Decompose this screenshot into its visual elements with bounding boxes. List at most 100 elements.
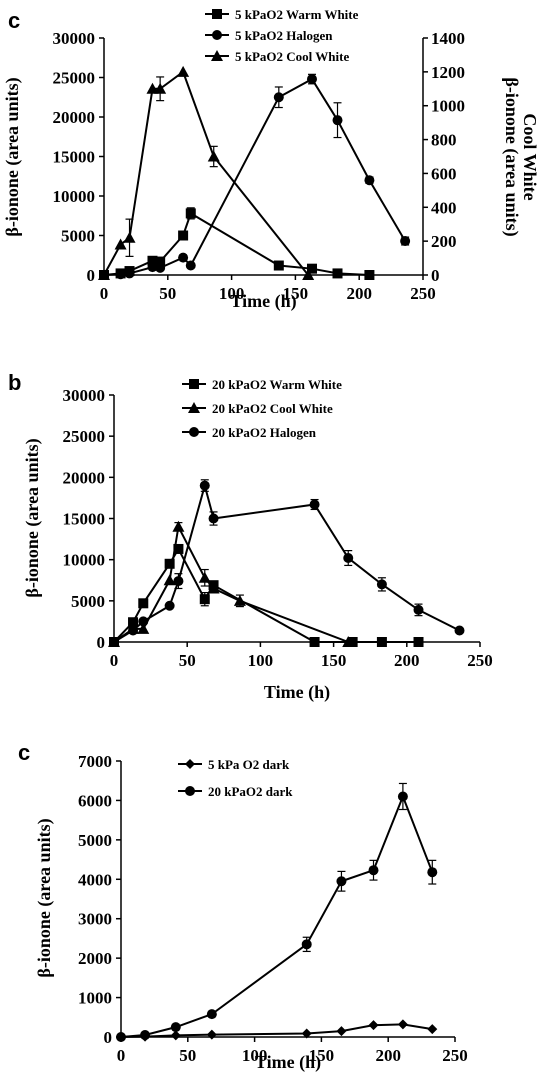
data-point: [154, 82, 167, 94]
chart-panel-3: c 0 50 100 150 200 250 0 1000 2000 3000 4000 5000 600…: [18, 740, 468, 1073]
data-point: [309, 637, 320, 647]
data-point: [208, 513, 219, 524]
data-point: [164, 600, 175, 611]
y2-tick-label: 200: [431, 232, 457, 251]
y2-tick-label: 400: [431, 198, 457, 217]
data-point: [206, 1029, 217, 1040]
panel-letter: b: [8, 370, 21, 395]
data-point: [164, 558, 175, 569]
y-tick-label: 20000: [53, 108, 96, 127]
y-tick-label: 7000: [78, 752, 112, 771]
x-axis-label: Time (h): [230, 291, 296, 312]
data-point: [137, 622, 150, 634]
y-tick-label: 30000: [63, 386, 106, 405]
data-point: [400, 236, 411, 247]
panel-letter: c: [8, 8, 20, 33]
data-point: [147, 255, 158, 266]
data-point: [336, 876, 347, 887]
y-tick-label: 3000: [78, 910, 112, 929]
y-tick-label: 0: [104, 1028, 113, 1047]
legend-label: 20 kPaO2 Warm White: [212, 377, 342, 392]
x-tick-label: 150: [321, 651, 347, 670]
chart-panel-1: c0 50 100 150 200 250050001000015000200002500…: [2, 6, 540, 312]
series-triangle: [98, 65, 315, 280]
x-axis-label: Time (h): [255, 1052, 321, 1073]
data-point: [332, 115, 343, 126]
series-line: [120, 793, 434, 1038]
data-point: [207, 150, 220, 162]
y-tick-label: 4000: [78, 870, 112, 889]
data-point: [172, 520, 185, 532]
legend-label: 20 kPaO2 Cool White: [212, 401, 333, 416]
data-point: [170, 1022, 181, 1033]
legend-marker: [189, 427, 199, 437]
y-tick-label: 25000: [53, 69, 96, 88]
series-square: [109, 543, 424, 647]
series-triangle: [108, 520, 355, 647]
y-tick-label: 0: [97, 633, 106, 652]
data-point: [427, 1024, 438, 1035]
y-tick-label: 15000: [63, 510, 106, 529]
data-point: [413, 604, 424, 615]
data-point: [376, 579, 387, 590]
data-point: [115, 269, 126, 280]
data-point: [306, 74, 317, 85]
x-tick-label: 100: [242, 1046, 268, 1065]
data-point: [128, 617, 139, 628]
data-point: [302, 269, 315, 280]
x-tick-label: 200: [394, 651, 420, 670]
data-point: [301, 1028, 312, 1039]
data-point: [146, 82, 159, 94]
legend-marker: [189, 379, 199, 389]
legend-background: [180, 375, 380, 457]
y2-axis-label-line2: Cool White: [520, 113, 540, 200]
x-tick-label: 0: [117, 1046, 126, 1065]
legend-label: 5 kPaO2 Cool White: [235, 49, 349, 64]
data-point: [140, 1030, 151, 1041]
data-point: [207, 582, 220, 594]
chart-panel-2: b 0 50 100 150 200 250 0 5000 10000 15000 20000 2500…: [8, 370, 493, 703]
panel-letter: c: [18, 740, 30, 765]
legend-label: 20 kPaO2 Halogen: [212, 425, 317, 440]
x-tick-label: 0: [100, 284, 109, 303]
series-line: [113, 546, 419, 643]
legend-label: 5 kPaO2 Warm White: [235, 7, 359, 22]
y2-tick-label: 1400: [431, 29, 465, 48]
series-line: [113, 523, 349, 643]
series-circle: [99, 73, 411, 280]
legend-label: 5 kPa O2 dark: [208, 757, 290, 772]
data-point: [206, 1009, 217, 1020]
x-tick-label: 250: [442, 1046, 468, 1065]
y2-tick-label: 1000: [431, 97, 465, 116]
data-point: [124, 268, 135, 279]
y-tick-label: 20000: [63, 468, 106, 487]
legend-marker: [212, 9, 222, 19]
data-point: [376, 637, 387, 647]
data-point: [155, 262, 166, 273]
data-point: [454, 625, 465, 636]
y-tick-label: 5000: [61, 227, 95, 246]
y-tick-label: 10000: [63, 551, 106, 570]
data-point: [178, 252, 189, 263]
data-point: [128, 625, 139, 636]
x-tick-label: 250: [467, 651, 493, 670]
y-tick-label: 10000: [53, 187, 96, 206]
y2-tick-label: 800: [431, 131, 457, 150]
series-circle: [109, 479, 465, 647]
legend-marker: [211, 50, 223, 61]
y-tick-label: 25000: [63, 427, 106, 446]
y-tick-label: 6000: [78, 791, 112, 810]
series-square: [99, 207, 375, 280]
y-tick-label: 5000: [71, 592, 105, 611]
x-tick-label: 200: [375, 1046, 401, 1065]
data-point: [138, 616, 149, 627]
data-point: [368, 1020, 379, 1031]
data-point: [301, 939, 312, 950]
data-point: [343, 553, 354, 564]
x-tick-label: 200: [346, 284, 372, 303]
data-point: [114, 238, 127, 250]
y-tick-label: 2000: [78, 949, 112, 968]
data-point: [155, 256, 166, 267]
y-tick-label: 0: [87, 266, 96, 285]
